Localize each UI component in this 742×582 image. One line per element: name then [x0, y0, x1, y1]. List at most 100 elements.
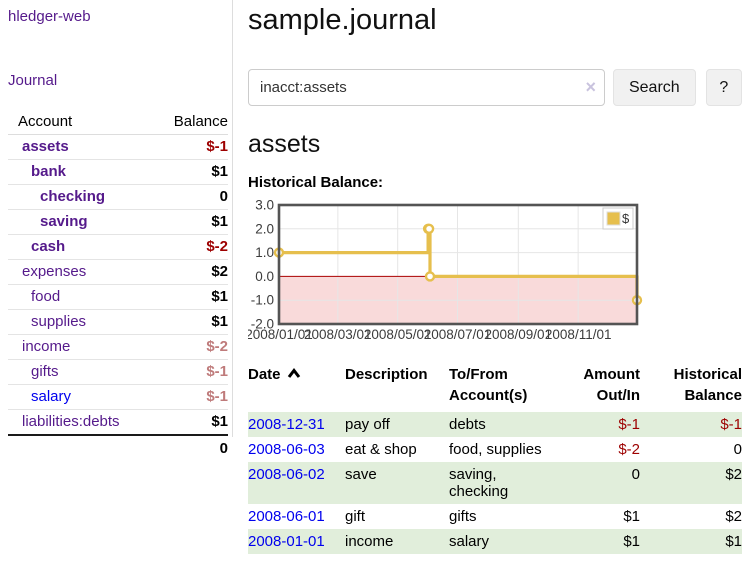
transaction-accounts: saving, checking	[449, 466, 509, 500]
transaction-row: 2008-06-02 save saving, checking 0 $2	[248, 462, 742, 504]
transaction-row: 2008-12-31 pay off debts $-1 $-1	[248, 412, 742, 437]
column-header-historical[interactable]: Historical Balance	[673, 366, 742, 404]
account-link[interactable]: expenses	[22, 263, 87, 280]
historical-balance-chart: $3.0 2.0 1.0 0.0 -1.0 -2.0 2008/01/01 2008/03/0…	[245, 197, 742, 351]
search-input[interactable]	[248, 69, 605, 106]
svg-text:2.0: 2.0	[255, 221, 274, 236]
svg-text:1.0: 1.0	[255, 245, 274, 260]
transaction-date-cell: 2008-12-31	[248, 412, 345, 437]
account-row-salary: salary $-1	[8, 385, 228, 410]
transaction-accounts: debts	[449, 416, 486, 433]
account-heading: assets	[248, 130, 321, 158]
account-row-supplies: supplies $1	[8, 310, 228, 335]
transaction-balance: $2	[725, 508, 742, 525]
transaction-amount: $-1	[618, 416, 640, 433]
account-balance: $-1	[206, 388, 228, 405]
account-link[interactable]: income	[22, 338, 71, 355]
transaction-row: 2008-06-01 gift gifts $1 $2	[248, 504, 742, 529]
account-row-expenses: expenses $2	[8, 260, 228, 285]
svg-text:2008/07/01: 2008/07/01	[424, 327, 492, 342]
help-button[interactable]: ?	[705, 69, 742, 106]
account-link[interactable]: checking	[40, 188, 106, 205]
sort-ascending-icon	[287, 368, 300, 378]
transaction-date-link[interactable]: 2008-06-03	[248, 441, 325, 458]
accounts-tree-header: Account Balance	[8, 110, 228, 135]
transaction-description: income	[345, 533, 394, 550]
transaction-date-cell: 2008-06-02	[248, 462, 345, 504]
account-link[interactable]: salary	[31, 388, 72, 405]
account-balance: $1	[211, 413, 228, 430]
search-bar: × Search ?	[248, 69, 742, 106]
account-row-cash: cash $-2	[8, 235, 228, 260]
svg-text:2008/11/01: 2008/11/01	[545, 327, 612, 342]
app-title-link[interactable]: hledger-web	[8, 8, 91, 25]
account-link[interactable]: bank	[31, 163, 67, 180]
transaction-amount: 0	[631, 466, 640, 483]
svg-text:-2.0: -2.0	[251, 317, 274, 332]
column-header-tofrom[interactable]: To/From Account(s)	[449, 366, 528, 404]
svg-text:2008/03/01: 2008/03/01	[304, 327, 372, 342]
column-header-description[interactable]: Description	[345, 366, 428, 383]
transaction-date-link[interactable]: 2008-06-02	[248, 466, 325, 483]
transaction-description: gift	[345, 508, 366, 525]
account-link[interactable]: saving	[40, 213, 88, 230]
transaction-description: save	[345, 466, 377, 483]
account-link[interactable]: food	[31, 288, 61, 305]
account-row-income: income $-2	[8, 335, 228, 360]
svg-text:2008/01/01: 2008/01/01	[248, 327, 313, 342]
column-header-date[interactable]: Date	[248, 364, 345, 412]
clear-search-icon[interactable]: ×	[585, 77, 596, 97]
transaction-description: pay off	[345, 416, 390, 433]
transaction-date-link[interactable]: 2008-06-01	[248, 508, 325, 525]
sidebar-item-journal[interactable]: Journal	[8, 72, 58, 89]
account-balance: $1	[211, 213, 228, 230]
transaction-balance: 0	[733, 441, 742, 458]
account-balance: $1	[211, 163, 228, 180]
account-row-liabilities-debts: liabilities:debts $1	[8, 410, 228, 434]
account-balance: $1	[211, 288, 228, 305]
transaction-description: eat & shop	[345, 441, 417, 458]
transaction-balance: $-1	[720, 416, 742, 433]
account-row-checking: checking 0	[8, 185, 228, 210]
account-link[interactable]: supplies	[31, 313, 87, 330]
account-balance: 0	[219, 188, 228, 205]
account-balance: $-2	[206, 338, 228, 355]
account-link[interactable]: liabilities:debts	[22, 413, 120, 430]
transaction-date-cell: 2008-01-01	[248, 529, 345, 554]
account-balance: $1	[211, 313, 228, 330]
accounts-total-value: 0	[219, 440, 228, 457]
chart-title: Historical Balance:	[248, 174, 384, 191]
transaction-amount: $1	[623, 533, 640, 550]
page-title: sample.journal	[248, 4, 437, 36]
transaction-row: 2008-06-03 eat & shop food, supplies $-2 0	[248, 437, 742, 462]
svg-text:-1.0: -1.0	[251, 293, 274, 308]
account-balance: $-1	[206, 138, 228, 155]
sidebar: hledger-web Journal Account Balance asse…	[0, 0, 233, 457]
accounts-header-account: Account	[18, 113, 73, 130]
svg-text:3.0: 3.0	[255, 198, 274, 213]
account-link[interactable]: cash	[31, 238, 66, 255]
account-row-assets: assets $-1	[8, 135, 228, 160]
transaction-row: 2008-01-01 income salary $1 $1	[248, 529, 742, 554]
svg-text:$: $	[622, 211, 630, 226]
svg-text:2008/05/01: 2008/05/01	[364, 327, 432, 342]
transaction-date-cell: 2008-06-03	[248, 437, 345, 462]
transaction-accounts: salary	[449, 533, 490, 550]
account-balance: $2	[211, 263, 228, 280]
accounts-total-row: 0	[8, 434, 228, 461]
account-link[interactable]: gifts	[31, 363, 59, 380]
account-link[interactable]: assets	[22, 138, 69, 155]
transaction-balance: $2	[725, 466, 742, 483]
column-header-amount[interactable]: Amount Out/In	[583, 366, 640, 404]
register-table: Date Description To/From Account(s) Amount Ou…	[248, 364, 742, 554]
transaction-date-link[interactable]: 2008-01-01	[248, 533, 325, 550]
account-row-gifts: gifts $-1	[8, 360, 228, 385]
account-balance: $-2	[206, 238, 228, 255]
svg-text:0.0: 0.0	[255, 269, 274, 284]
transaction-date-link[interactable]: 2008-12-31	[248, 416, 325, 433]
account-row-saving: saving $1	[8, 210, 228, 235]
transaction-amount: $1	[623, 508, 640, 525]
transaction-date-cell: 2008-06-01	[248, 504, 345, 529]
main-content: sample.journal × Search ? assets Histori…	[245, 0, 742, 554]
search-button[interactable]: Search	[612, 69, 696, 106]
